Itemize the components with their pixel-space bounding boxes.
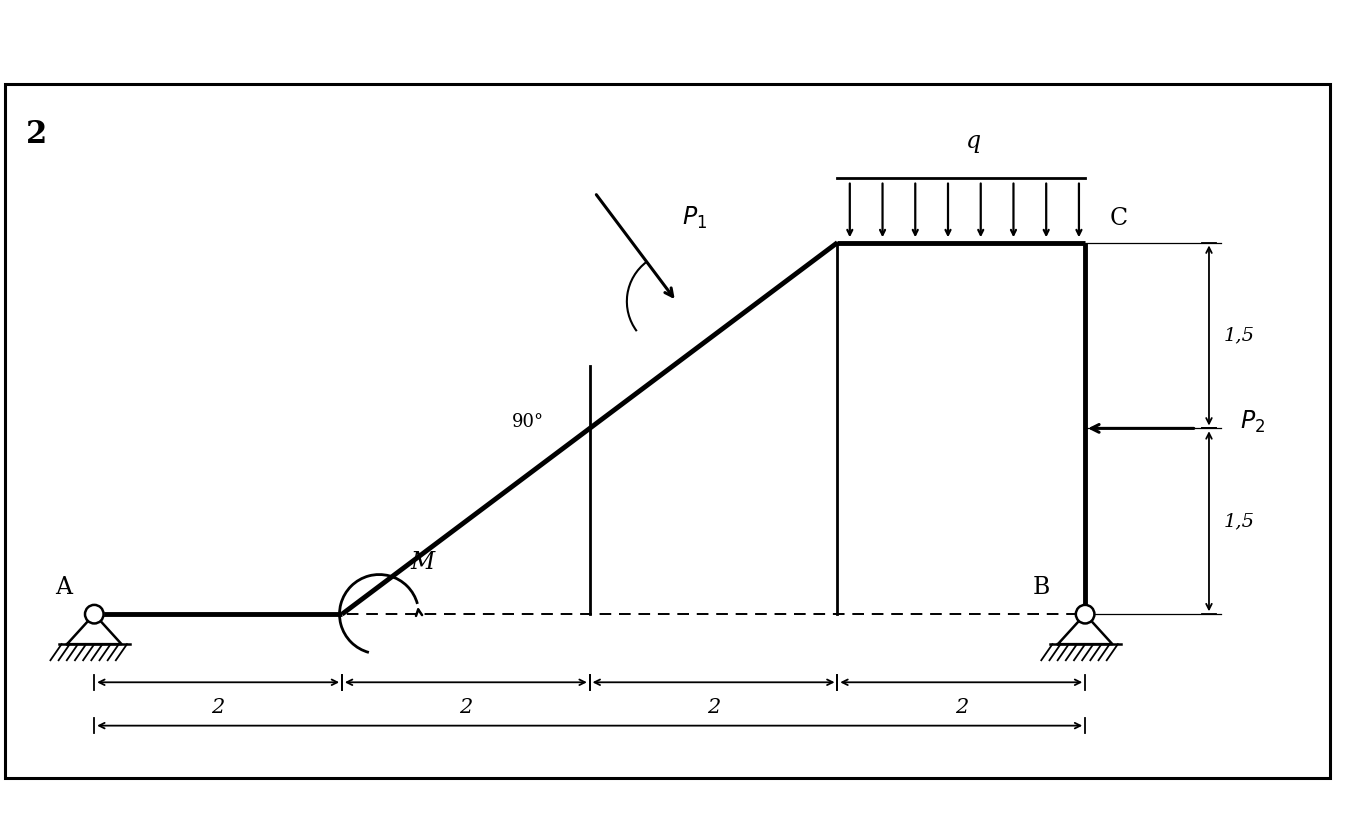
Text: 2: 2 (26, 119, 48, 150)
Circle shape (1076, 605, 1094, 623)
Text: B: B (1033, 577, 1051, 599)
Text: A: A (54, 577, 72, 599)
Text: $P_1$: $P_1$ (682, 205, 708, 231)
Text: 2: 2 (954, 698, 968, 717)
Text: q: q (966, 130, 981, 152)
Polygon shape (1057, 614, 1113, 644)
Text: 1,5: 1,5 (1224, 326, 1254, 344)
Text: 90°: 90° (512, 414, 544, 431)
Circle shape (86, 605, 103, 623)
Text: C: C (1110, 207, 1128, 230)
Text: 2: 2 (459, 698, 473, 717)
Text: 2: 2 (212, 698, 224, 717)
Text: 1,5: 1,5 (1224, 513, 1254, 530)
Text: M: M (410, 551, 435, 573)
Polygon shape (67, 614, 121, 644)
Text: 2: 2 (707, 698, 720, 717)
Text: $P_2$: $P_2$ (1239, 409, 1265, 435)
